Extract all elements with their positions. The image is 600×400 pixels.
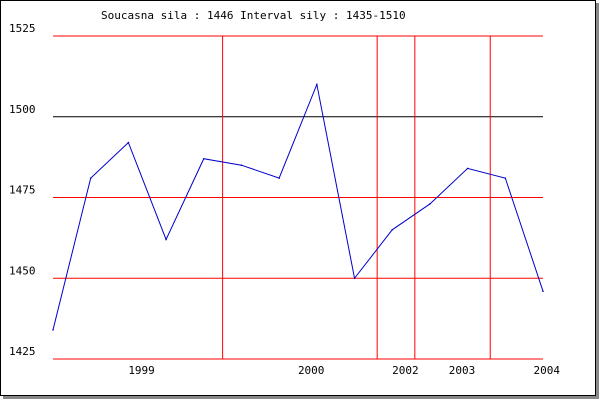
data-point-1 [89, 177, 92, 179]
data-point-10 [429, 203, 431, 205]
data-point-2 [127, 141, 130, 144]
x-tick-label-2004: 2004 [534, 364, 561, 377]
x-tick-label-2000: 2000 [298, 364, 325, 377]
data-point-8 [353, 277, 356, 280]
data-point-4 [202, 157, 205, 160]
y-tick-label-1525: 1525 [9, 22, 36, 35]
x-tick-label-1999: 1999 [128, 364, 155, 377]
y-tick-label-1450: 1450 [9, 264, 36, 277]
grid-layer [53, 35, 543, 360]
data-point-12 [504, 177, 507, 179]
x-tick-label-2003: 2003 [449, 364, 476, 377]
data-point-5 [240, 164, 243, 166]
data-point-3 [165, 238, 167, 241]
data-point-7 [316, 83, 318, 86]
y-tick-label-1500: 1500 [9, 103, 36, 116]
data-point-13 [542, 290, 544, 292]
y-tick-label-1475: 1475 [9, 184, 36, 197]
x-tick-label-2002: 2002 [392, 364, 419, 377]
series-layer [52, 82, 544, 331]
y-tick-label-1425: 1425 [9, 345, 36, 358]
tick-layer: 1525 1500 1475 1450 1425 1999 2000 2002 2003 2004 [9, 22, 560, 377]
data-point-9 [391, 229, 394, 231]
data-point-0 [52, 329, 54, 331]
data-point-6 [278, 177, 280, 179]
chart-title: Soucasna sila : 1446 Interval sily : 143… [101, 9, 406, 22]
data-point-11 [466, 167, 469, 170]
series-line [52, 82, 544, 331]
